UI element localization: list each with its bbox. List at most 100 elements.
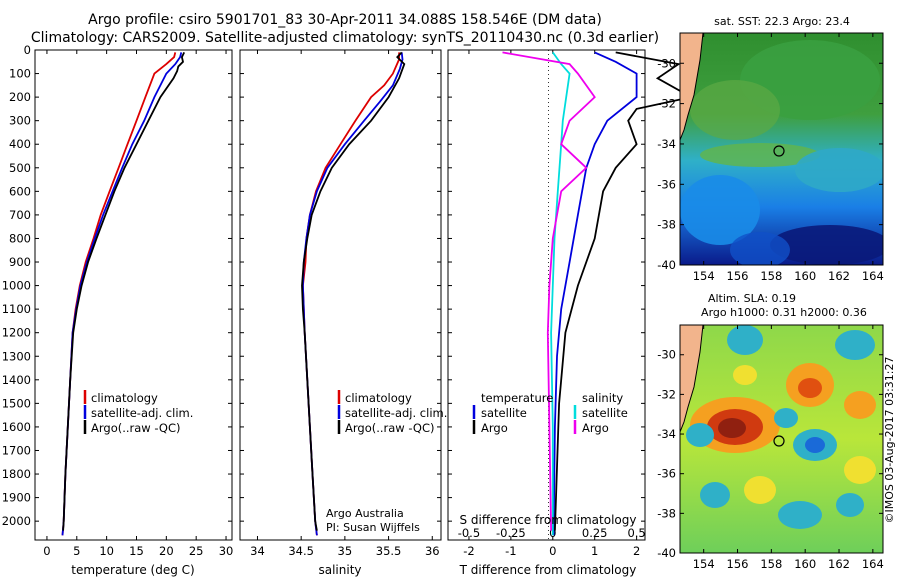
figure-title-line2: Climatology: CARS2009. Satellite-adjuste… <box>31 30 659 46</box>
australia-coast-sst <box>680 33 703 140</box>
sst-heatmap <box>680 33 883 265</box>
map-xtick-label: 154 <box>693 269 715 283</box>
legend-label-argo: Argo(..raw -QC) <box>91 421 181 435</box>
imos-timestamp-label: ©IMOS 03-Aug-2017 03:31:27 <box>883 357 896 524</box>
map-ytick-label: -34 <box>657 137 676 151</box>
xtick-label: 5 <box>73 544 80 558</box>
salinity-axes <box>239 49 442 541</box>
xtick-label: -1 <box>505 544 516 558</box>
xtick-label: 34.5 <box>288 544 314 558</box>
ytick-label: 2000 <box>2 514 31 528</box>
xtick-label: 10 <box>99 544 114 558</box>
difference-axes <box>447 49 646 541</box>
series-line-argo-raw-qc- <box>62 52 186 531</box>
xtick-label: 25 <box>189 544 204 558</box>
xtick-top-label: 0.25 <box>582 526 608 540</box>
legend-label-climatology: climatology <box>91 391 158 405</box>
legend-label-satellite: satellite-adj. clim. <box>345 406 447 420</box>
legend-label-argo: Argo(..raw -QC) <box>345 421 435 435</box>
ytick-label: 1200 <box>2 326 31 340</box>
sst-map-frame <box>679 32 884 266</box>
ytick-label: 200 <box>9 90 31 104</box>
legend-label-s-argo: Argo <box>582 421 609 435</box>
ytick-label: 0 <box>24 43 31 57</box>
annotation-line1: Argo Australia <box>326 507 404 520</box>
ytick-label: 300 <box>9 114 31 128</box>
map-xtick-label: 162 <box>828 269 850 283</box>
map-ytick-label: -38 <box>657 218 676 232</box>
temperature-panel: 0 5 10 15 20 25 30 <box>43 50 233 558</box>
sla-map-title-line1: Altim. SLA: 0.19 <box>708 292 796 305</box>
xtick-label: 1 <box>591 544 598 558</box>
ytick-label: 1100 <box>2 302 31 316</box>
depth-axis: 0 100 200 300 400 500 600 700 800 900 1000 1100 1200… <box>2 43 645 528</box>
xtick-label: 0 <box>43 544 50 558</box>
temperature-legend: climatology satellite-adj. clim. Argo(..… <box>83 390 193 435</box>
legend-title-salinity: salinity <box>582 391 623 405</box>
figure-title-line1: Argo profile: csiro 5901701_83 30-Apr-20… <box>88 12 602 28</box>
map-ytick-label: -30 <box>657 348 676 362</box>
salinity-panel: 34 34.5 35 35.5 36 <box>250 50 440 558</box>
sla-map-frame <box>679 324 884 554</box>
ytick-label: 1800 <box>2 467 31 481</box>
difference-xlabel-bottom: T difference from climatology <box>459 563 637 577</box>
xtick-top-label: 0.5 <box>627 526 645 540</box>
xtick-label: -2 <box>463 544 474 558</box>
xtick-label: 36 <box>425 544 440 558</box>
map-xtick-label: 158 <box>760 269 782 283</box>
series-line-argo-raw-qc- <box>301 51 406 531</box>
xtick-label: 15 <box>129 544 144 558</box>
legend-label-t-satellite: satellite <box>481 406 527 420</box>
map-xtick-label: 162 <box>828 557 850 571</box>
series-line-t-argo <box>554 51 694 531</box>
ytick-label: 1500 <box>2 396 31 410</box>
ytick-label: 500 <box>9 161 31 175</box>
map-ytick-label: -38 <box>657 506 676 520</box>
sla-map-title-line2: Argo h1000: 0.31 h2000: 0.36 <box>701 306 867 319</box>
ytick-label: 1000 <box>2 279 31 293</box>
sst-argo-marker <box>773 145 785 157</box>
map-xtick-label: 156 <box>727 269 749 283</box>
ytick-label: 1700 <box>2 443 31 457</box>
sla-argo-marker <box>773 435 785 447</box>
map-ytick-label: -40 <box>657 546 676 560</box>
xtick-label: 34 <box>250 544 265 558</box>
xtick-label: 35 <box>338 544 353 558</box>
temperature-axes <box>34 49 233 541</box>
map-xtick-label: 158 <box>760 557 782 571</box>
difference-panel: -2 -1 0 1 2-0.5 -0.25 0 0.25 0.5 <box>458 50 694 558</box>
map-ytick-label: -30 <box>657 56 676 70</box>
australia-coast-sla <box>680 325 703 432</box>
annotation-line2: PI: Susan Wijffels <box>326 521 420 534</box>
sla-heatmap <box>680 325 883 553</box>
ytick-label: 700 <box>9 208 31 222</box>
series-line-climatology <box>301 52 401 536</box>
legend-label-s-satellite: satellite <box>582 406 628 420</box>
difference-legend: temperature salinity satellite Argo sate… <box>472 391 628 435</box>
ytick-label: 600 <box>9 184 31 198</box>
temperature-xlabel: temperature (deg C) <box>71 563 194 577</box>
series-line-t-satellite <box>552 51 638 536</box>
legend-label-satellite: satellite-adj. clim. <box>91 406 193 420</box>
map-ytick-label: -34 <box>657 427 676 441</box>
sst-map-title: sat. SST: 22.3 Argo: 23.4 <box>714 15 850 28</box>
map-xtick-label: 164 <box>862 557 884 571</box>
xtick-label: 20 <box>159 544 174 558</box>
ytick-label: 1900 <box>2 491 31 505</box>
legend-title-temperature: temperature <box>481 391 553 405</box>
map-xtick-label: 156 <box>727 557 749 571</box>
xtick-top-label: -0.25 <box>496 526 526 540</box>
ytick-label: 100 <box>9 67 31 81</box>
xtick-label: 35.5 <box>376 544 402 558</box>
sst-axes: 154 156 158 160 162 164 -30 -32 -34 -36 -38 -40 <box>657 33 884 283</box>
map-xtick-label: 160 <box>794 557 816 571</box>
map-ytick-label: -40 <box>657 258 676 272</box>
map-ytick-label: -36 <box>657 177 676 191</box>
legend-label-climatology: climatology <box>345 391 412 405</box>
map-ytick-label: -32 <box>657 97 676 111</box>
ytick-label: 1300 <box>2 349 31 363</box>
salinity-xlabel: salinity <box>318 563 361 577</box>
salinity-legend: climatology satellite-adj. clim. Argo(..… <box>337 390 447 435</box>
sla-axes: 154 156 158 160 162 164 -30 -32 -34 -36 -38 -40 <box>657 325 884 571</box>
